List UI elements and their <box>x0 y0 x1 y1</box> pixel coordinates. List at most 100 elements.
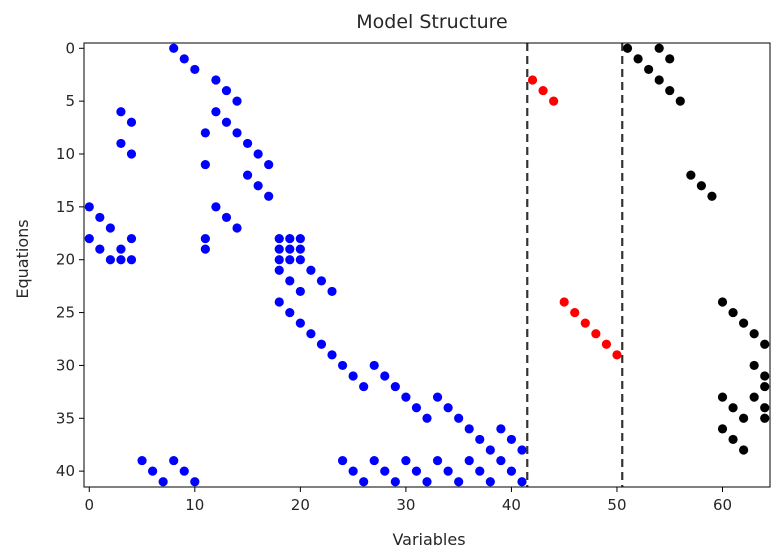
data-point <box>717 392 728 402</box>
data-point <box>116 107 126 117</box>
data-point <box>422 413 432 423</box>
data-point <box>84 202 94 212</box>
data-point <box>675 96 685 106</box>
data-point <box>654 75 664 85</box>
y-tick-label: 40 <box>56 462 75 480</box>
data-point <box>306 329 316 339</box>
data-point <box>253 149 263 159</box>
data-point <box>717 424 728 434</box>
data-point <box>295 244 305 254</box>
data-point <box>274 255 284 265</box>
data-point <box>475 434 485 445</box>
data-point <box>612 350 622 360</box>
data-point <box>221 85 232 96</box>
data-point <box>264 159 274 170</box>
series-3 <box>622 43 770 455</box>
data-point <box>644 64 654 75</box>
data-point <box>169 455 179 466</box>
data-point <box>126 233 137 244</box>
y-tick-label: 5 <box>65 92 75 110</box>
data-point <box>274 297 284 307</box>
data-point <box>232 223 242 233</box>
data-point <box>179 54 189 64</box>
data-point <box>179 466 189 476</box>
data-point <box>622 43 633 53</box>
data-point <box>126 117 137 127</box>
data-point <box>760 403 770 413</box>
y-tick-label: 35 <box>56 409 75 427</box>
data-point <box>538 85 548 96</box>
data-point <box>485 477 495 487</box>
plot-area <box>84 43 770 487</box>
data-point <box>496 455 506 466</box>
data-point <box>570 307 580 318</box>
data-point <box>380 466 390 476</box>
data-point <box>126 255 137 265</box>
x-axis-title: Variables <box>392 530 465 549</box>
data-point <box>696 181 707 191</box>
data-point <box>316 276 327 286</box>
y-tick-label: 25 <box>56 304 75 322</box>
data-point <box>506 466 517 476</box>
data-point <box>285 255 295 265</box>
data-point <box>264 191 274 201</box>
data-point <box>306 265 316 275</box>
data-point <box>654 43 664 53</box>
series-2 <box>527 75 622 360</box>
data-point <box>739 318 749 328</box>
data-point <box>485 445 495 455</box>
data-point <box>211 75 221 85</box>
data-point <box>760 371 770 381</box>
data-point <box>200 128 210 138</box>
y-tick-label: 0 <box>65 39 75 57</box>
data-point <box>211 202 221 212</box>
data-point <box>116 138 126 149</box>
data-point <box>327 350 337 360</box>
x-tick-label: 0 <box>85 496 95 514</box>
data-point <box>95 244 105 254</box>
data-point <box>211 107 221 117</box>
data-point <box>190 64 200 75</box>
data-point <box>337 360 348 371</box>
data-point <box>454 477 464 487</box>
data-point <box>601 339 612 349</box>
data-point <box>749 360 759 371</box>
data-point <box>190 477 200 487</box>
data-point <box>749 329 759 339</box>
data-point <box>728 403 738 413</box>
data-point <box>95 212 105 223</box>
data-point <box>527 75 538 85</box>
y-tick-label: 15 <box>56 198 75 216</box>
data-point <box>760 413 770 423</box>
data-point <box>591 329 601 339</box>
data-point <box>390 381 400 392</box>
x-tick-label: 20 <box>291 496 310 514</box>
data-point <box>760 339 770 349</box>
data-point <box>337 455 348 466</box>
data-point <box>369 455 379 466</box>
data-point <box>454 413 464 423</box>
series-1 <box>84 43 527 487</box>
data-point <box>728 307 738 318</box>
data-point <box>549 96 559 106</box>
data-point <box>665 54 675 64</box>
data-point <box>148 466 158 476</box>
data-point <box>359 381 369 392</box>
data-point <box>295 286 305 297</box>
data-point <box>422 477 432 487</box>
data-point <box>411 466 422 476</box>
data-point <box>749 392 759 402</box>
data-point <box>285 244 295 254</box>
x-tick-label: 40 <box>502 496 521 514</box>
data-point <box>432 392 443 402</box>
data-point <box>348 466 358 476</box>
data-point <box>221 212 232 223</box>
data-point <box>760 381 770 392</box>
data-point <box>105 255 115 265</box>
data-point <box>200 233 210 244</box>
data-point <box>506 434 517 445</box>
data-point <box>580 318 590 328</box>
data-point <box>316 339 327 349</box>
data-point <box>496 424 506 434</box>
data-point <box>295 255 305 265</box>
